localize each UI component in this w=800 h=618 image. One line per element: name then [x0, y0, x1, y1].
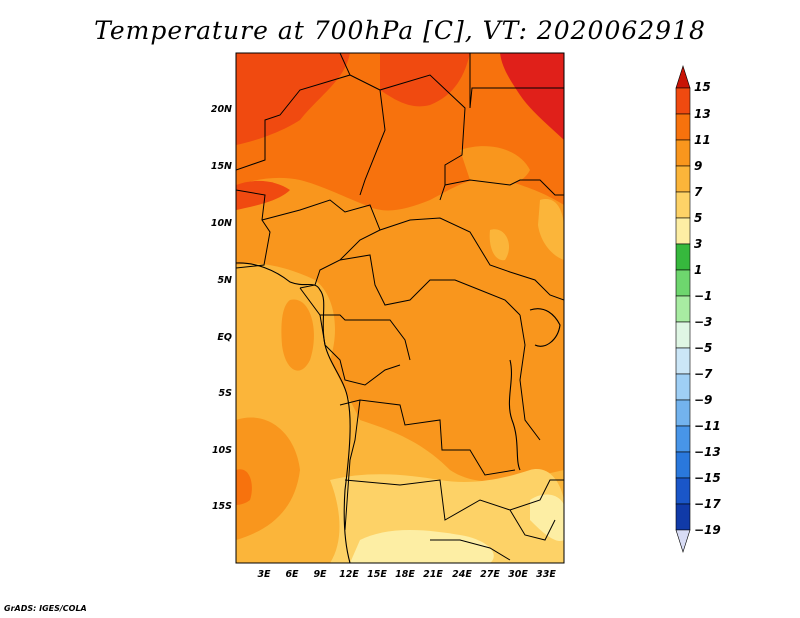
colorbar-label: −13	[694, 445, 721, 459]
colorbar-swatch	[675, 243, 691, 271]
colorbar-label: 5	[694, 211, 703, 225]
lon-label: 6E	[285, 569, 299, 580]
colorbar-swatch	[675, 269, 691, 297]
colorbar-swatch	[675, 347, 691, 375]
lon-label: 30E	[508, 569, 528, 580]
lat-label: 10N	[210, 218, 232, 229]
colorbar-label: 7	[694, 185, 703, 199]
colorbar-label: 9	[694, 159, 703, 173]
colorbar-swatch	[675, 191, 691, 219]
colorbar-label: −17	[694, 497, 721, 511]
colorbar-label: −9	[694, 393, 713, 407]
colorbar-swatch	[675, 477, 691, 505]
colorbar-label: −1	[694, 289, 713, 303]
coastline	[236, 262, 561, 563]
colorbar-swatch	[675, 165, 691, 193]
colorbar-swatch	[675, 87, 691, 115]
colorbar-label: −19	[694, 523, 721, 537]
lat-label: 20N	[210, 104, 232, 115]
temperature-field	[236, 53, 564, 563]
lat-label: 15N	[210, 161, 232, 172]
colorbar-swatch	[675, 425, 691, 453]
colorbar-swatch	[675, 373, 691, 401]
colorbar-swatch	[675, 451, 691, 479]
colorbar-swatch	[675, 139, 691, 167]
colorbar-label: 15	[694, 80, 711, 94]
colorbar-swatch	[675, 295, 691, 323]
colorbar-label: −7	[694, 367, 713, 381]
lon-label: 3E	[257, 569, 271, 580]
chart-title: Temperature at 700hPa [C], VT: 202006291…	[94, 16, 706, 45]
lon-label: 27E	[480, 569, 500, 580]
colorbar-label: 13	[694, 107, 711, 121]
colorbar-label: −5	[694, 341, 713, 355]
lat-label: 5N	[217, 275, 232, 286]
lon-label: 21E	[423, 569, 443, 580]
map-frame	[235, 52, 565, 564]
colorbar-bottom-arrow	[675, 529, 691, 553]
colorbar-swatch	[675, 399, 691, 427]
lat-label: EQ	[217, 332, 232, 343]
lon-label: 33E	[536, 569, 556, 580]
lon-label: 15E	[367, 569, 387, 580]
colorbar-label: −15	[694, 471, 721, 485]
lon-label: 9E	[313, 569, 327, 580]
lat-label: 15S	[211, 501, 232, 512]
colorbar-swatch	[675, 321, 691, 349]
colorbar-label: 11	[694, 133, 711, 147]
colorbar-swatch	[675, 217, 691, 245]
colorbar-label: 3	[694, 237, 703, 251]
credit-text: GrADS: IGES/COLA	[4, 604, 87, 613]
lon-label: 18E	[395, 569, 415, 580]
colorbar-swatch	[675, 503, 691, 531]
colorbar-label: −3	[694, 315, 713, 329]
lon-label: 12E	[339, 569, 359, 580]
lat-label: 5S	[218, 388, 232, 399]
lon-label: 24E	[452, 569, 472, 580]
colorbar-swatch	[675, 113, 691, 141]
colorbar-label: 1	[694, 263, 703, 277]
lat-label: 10S	[211, 445, 232, 456]
colorbar-top-arrow	[675, 65, 691, 89]
colorbar-label: −11	[694, 419, 721, 433]
